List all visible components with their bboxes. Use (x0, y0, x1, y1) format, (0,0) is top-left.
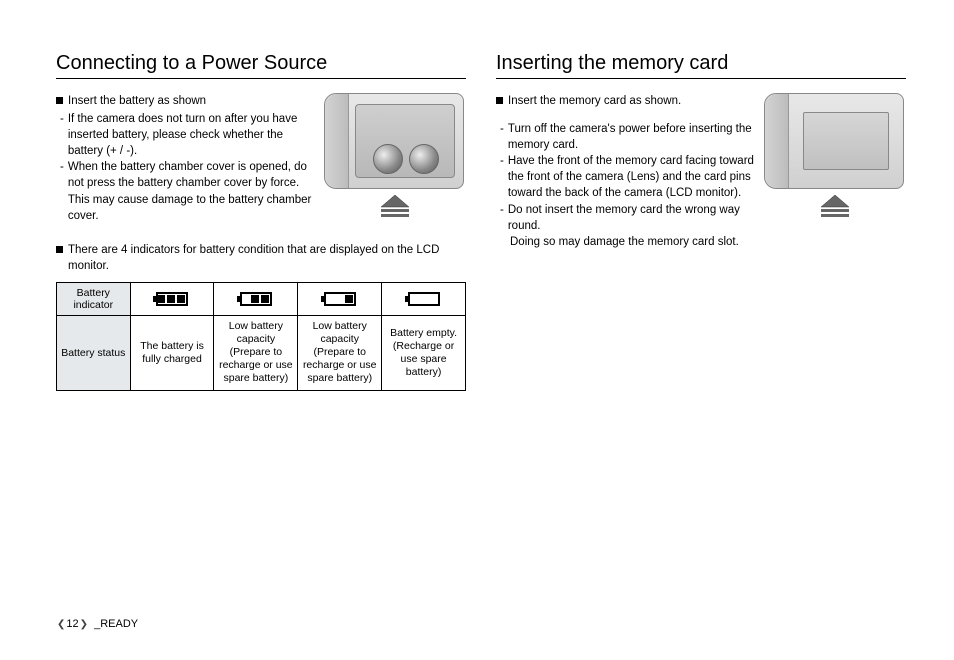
left-bullet-1-text: Insert the battery as shown (68, 93, 314, 109)
status-cell-1: Low battery capacity (Prepare to recharg… (214, 315, 298, 390)
camera-lens-icon (409, 144, 439, 174)
battery-two-icon (240, 292, 272, 306)
camera-handle (325, 94, 349, 189)
camera-lens-icon (373, 144, 403, 174)
right-sub-2-text: Have the front of the memory card facing… (508, 153, 754, 201)
memory-card-illustration (764, 93, 906, 250)
square-bullet-icon (56, 97, 63, 104)
memory-card-slot (803, 112, 889, 170)
page-number: 12 (66, 618, 78, 630)
right-sub-3b: Doing so may damage the memory card slot… (510, 234, 754, 250)
battery-table: Battery indicator Battery status The bat… (56, 282, 466, 391)
left-column: Connecting to a Power Source Insert the … (56, 52, 466, 572)
right-text-block: Insert the memory card as shown. - Turn … (496, 93, 754, 250)
table-row: Battery status The battery is fully char… (57, 315, 466, 390)
right-bullet-1-text: Insert the memory card as shown. (508, 93, 754, 109)
dash-icon: - (500, 202, 504, 234)
battery-empty-icon (408, 292, 440, 306)
chevron-left-icon: ❮ (57, 619, 65, 630)
page-footer: ❮ 12 ❯ _READY (56, 618, 138, 631)
battery-cell-2 (298, 282, 382, 315)
right-title: Inserting the memory card (496, 52, 906, 79)
camera-handle (765, 94, 789, 189)
table-row: Battery indicator (57, 282, 466, 315)
table-intro-text: There are 4 indicators for battery condi… (68, 242, 466, 274)
right-column: Inserting the memory card Insert the mem… (496, 52, 906, 572)
dash-icon: - (500, 121, 504, 153)
right-bullet-1: Insert the memory card as shown. (496, 93, 754, 109)
footer-section: _READY (94, 618, 138, 630)
right-sub-3-text: Do not insert the memory card the wrong … (508, 202, 754, 234)
square-bullet-icon (496, 97, 503, 104)
square-bullet-icon (56, 246, 63, 253)
status-cell-0: The battery is fully charged (130, 315, 214, 390)
camera-body-battery (324, 93, 464, 189)
row-header-indicator: Battery indicator (57, 282, 131, 315)
right-sublist: - Turn off the camera's power before ins… (500, 121, 754, 250)
status-cell-2: Low battery capacity (Prepare to recharg… (298, 315, 382, 390)
table-intro: There are 4 indicators for battery condi… (56, 242, 466, 274)
left-sub-2-text: When the battery chamber cover is opened… (68, 159, 314, 223)
chevron-right-icon: ❯ (80, 619, 88, 630)
left-text-block: Insert the battery as shown - If the cam… (56, 93, 314, 224)
right-sub-1-text: Turn off the camera's power before inser… (508, 121, 754, 153)
right-sub-1: - Turn off the camera's power before ins… (500, 121, 754, 153)
battery-cell-1 (214, 282, 298, 315)
right-sub-3: - Do not insert the memory card the wron… (500, 202, 754, 234)
battery-cell-3 (382, 282, 466, 315)
right-sub-2: - Have the front of the memory card faci… (500, 153, 754, 201)
battery-cell-0 (130, 282, 214, 315)
dash-icon: - (60, 159, 64, 223)
camera-inner (355, 104, 455, 178)
right-top-row: Insert the memory card as shown. - Turn … (496, 93, 906, 250)
camera-body-card (764, 93, 904, 189)
arrow-up-icon (815, 195, 855, 219)
row-header-status: Battery status (57, 315, 131, 390)
dash-icon: - (500, 153, 504, 201)
spacer (496, 111, 754, 121)
page-number-wrap: ❮ 12 ❯ (56, 618, 89, 630)
left-sub-1: - If the camera does not turn on after y… (60, 111, 314, 159)
left-sublist: - If the camera does not turn on after y… (60, 111, 314, 224)
status-cell-3: Battery empty. (Recharge or use spare ba… (382, 315, 466, 390)
left-sub-2: - When the battery chamber cover is open… (60, 159, 314, 223)
battery-illustration (324, 93, 466, 224)
battery-one-icon (324, 292, 356, 306)
left-top-row: Insert the battery as shown - If the cam… (56, 93, 466, 224)
page-content: Connecting to a Power Source Insert the … (56, 52, 906, 572)
arrow-up-icon (375, 195, 415, 219)
dash-icon: - (60, 111, 64, 159)
battery-full-icon (156, 292, 188, 306)
left-title: Connecting to a Power Source (56, 52, 466, 79)
left-sub-1-text: If the camera does not turn on after you… (68, 111, 314, 159)
left-bullet-1: Insert the battery as shown (56, 93, 314, 109)
